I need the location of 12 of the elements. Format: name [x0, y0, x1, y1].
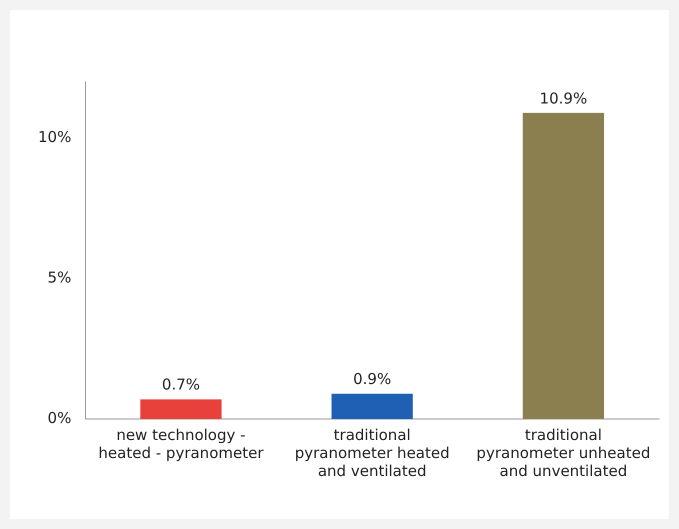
- x-tick-label: new technology - heated - pyranometer: [98, 426, 264, 462]
- x-tick-label: traditional pyranometer heated and ventilated: [294, 426, 450, 480]
- data-label: 0.7%: [162, 376, 200, 394]
- bar: [140, 399, 222, 419]
- y-tick-label: 5%: [48, 268, 72, 286]
- x-tick-label: traditional pyranometer unheated and unventilated: [476, 426, 650, 480]
- bar: [522, 112, 604, 419]
- y-tick-label: 10%: [38, 128, 72, 146]
- bar: [332, 394, 413, 419]
- data-label: 0.9%: [353, 370, 392, 388]
- y-tick-label: 0%: [48, 408, 72, 427]
- data-label: 10.9%: [540, 89, 588, 108]
